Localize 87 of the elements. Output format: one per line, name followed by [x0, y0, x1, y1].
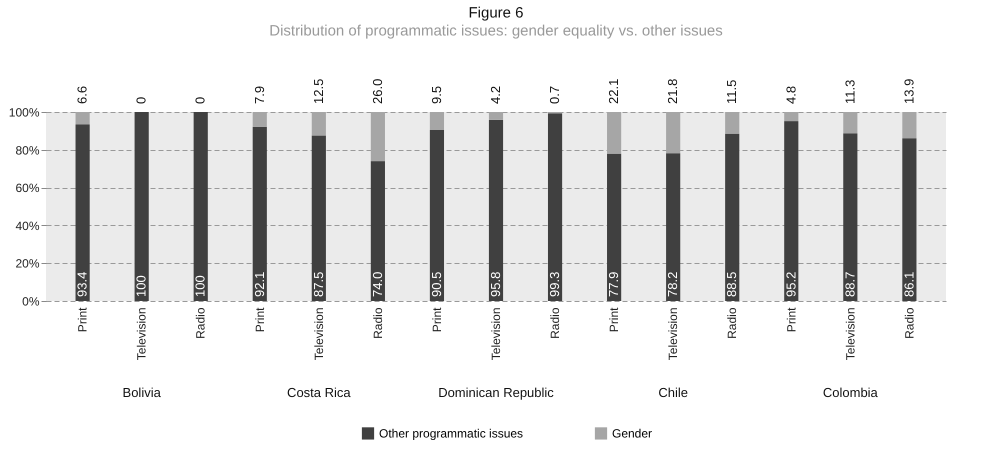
bar	[430, 130, 444, 301]
data-label: 100	[134, 275, 149, 297]
bar	[430, 112, 444, 130]
x-tick-label: Print	[252, 306, 267, 332]
x-tick-label: Radio	[902, 307, 916, 339]
bar	[76, 124, 90, 301]
y-tick-label: 80%	[15, 143, 40, 158]
bar	[666, 112, 680, 154]
y-tick-label: 20%	[15, 256, 40, 271]
bar	[843, 133, 858, 301]
data-label: 95.2	[783, 272, 798, 297]
data-label: 26.0	[370, 78, 385, 104]
bar	[607, 154, 622, 301]
data-label: 12.5	[310, 78, 326, 104]
bar	[725, 112, 740, 134]
bar	[312, 136, 326, 301]
x-tick-label: Print	[607, 306, 622, 332]
data-label: 88.5	[724, 272, 740, 297]
x-tick-label: Radio	[370, 307, 385, 339]
data-label: 0	[192, 96, 208, 104]
x-tick-label: Print	[76, 306, 90, 332]
text: Bolivia	[122, 385, 162, 400]
bar	[666, 153, 680, 301]
bar	[134, 112, 149, 301]
legend-label: Gender	[612, 426, 652, 440]
bar	[607, 112, 622, 154]
x-tick-label: Radio	[548, 307, 562, 339]
x-tick-label: Radio	[725, 307, 740, 339]
data-label: 11.3	[842, 80, 858, 104]
text: Costa Rica	[287, 385, 352, 400]
bar	[784, 112, 798, 122]
data-label: 88.7	[842, 272, 858, 297]
bar	[370, 161, 385, 301]
text: Chile	[658, 385, 688, 400]
data-label: 100	[192, 275, 208, 297]
x-tick-label: Print	[784, 306, 798, 332]
bar	[76, 112, 90, 124]
data-label: 0.7	[547, 86, 562, 104]
data-label: 4.8	[783, 86, 798, 104]
bar	[902, 112, 916, 138]
data-label: 7.9	[252, 86, 267, 104]
legend-label: Other programmatic issues	[379, 426, 524, 440]
chart-title: Figure 6	[468, 4, 524, 22]
x-tick-label: Print	[430, 306, 444, 332]
bar	[252, 112, 267, 127]
y-tick-label: 60%	[15, 181, 40, 196]
data-label: 6.6	[74, 86, 90, 104]
data-label: 22.1	[606, 78, 622, 104]
bar	[312, 112, 326, 136]
bar	[548, 113, 562, 301]
data-label: 95.8	[488, 272, 503, 297]
bar	[194, 112, 208, 301]
data-label: 21.8	[665, 78, 680, 104]
data-label: 0	[134, 96, 149, 104]
data-label: 93.4	[74, 272, 90, 297]
data-label: 90.5	[428, 272, 444, 297]
data-label: 87.5	[310, 272, 326, 297]
bar	[725, 134, 740, 301]
bar	[902, 138, 916, 301]
x-tick-label: Radio	[194, 307, 208, 339]
data-label: 9.5	[428, 86, 444, 104]
text: Dominican Republic	[438, 385, 554, 400]
x-tick-label: Television	[489, 308, 503, 360]
y-tick-label: 40%	[15, 218, 40, 233]
data-label: 74.0	[370, 272, 385, 297]
data-label: 78.2	[665, 272, 680, 297]
data-label: 99.3	[547, 272, 562, 297]
y-tick-label: 0%	[22, 294, 40, 308]
data-label: 86.1	[901, 272, 916, 297]
x-tick-label: Television	[134, 308, 149, 360]
bar	[370, 112, 385, 162]
data-label: 4.2	[488, 86, 503, 104]
bar	[784, 121, 798, 301]
bar	[252, 126, 267, 301]
x-tick-label: Television	[312, 308, 326, 360]
data-label: 13.9	[901, 78, 916, 104]
chart-subtitle: Distribution of programmatic issues: gender equality vs. other issues	[269, 22, 723, 40]
data-label: 92.1	[252, 272, 267, 297]
bar	[488, 120, 504, 301]
data-label: 11.5	[724, 80, 740, 104]
x-tick-label: Television	[843, 308, 858, 360]
text: Colombia	[822, 385, 879, 400]
data-label: 77.9	[606, 272, 622, 297]
bar	[488, 112, 504, 120]
x-tick-label: Television	[666, 308, 680, 360]
y-tick-label: 100%	[8, 106, 40, 120]
bar	[843, 112, 858, 134]
